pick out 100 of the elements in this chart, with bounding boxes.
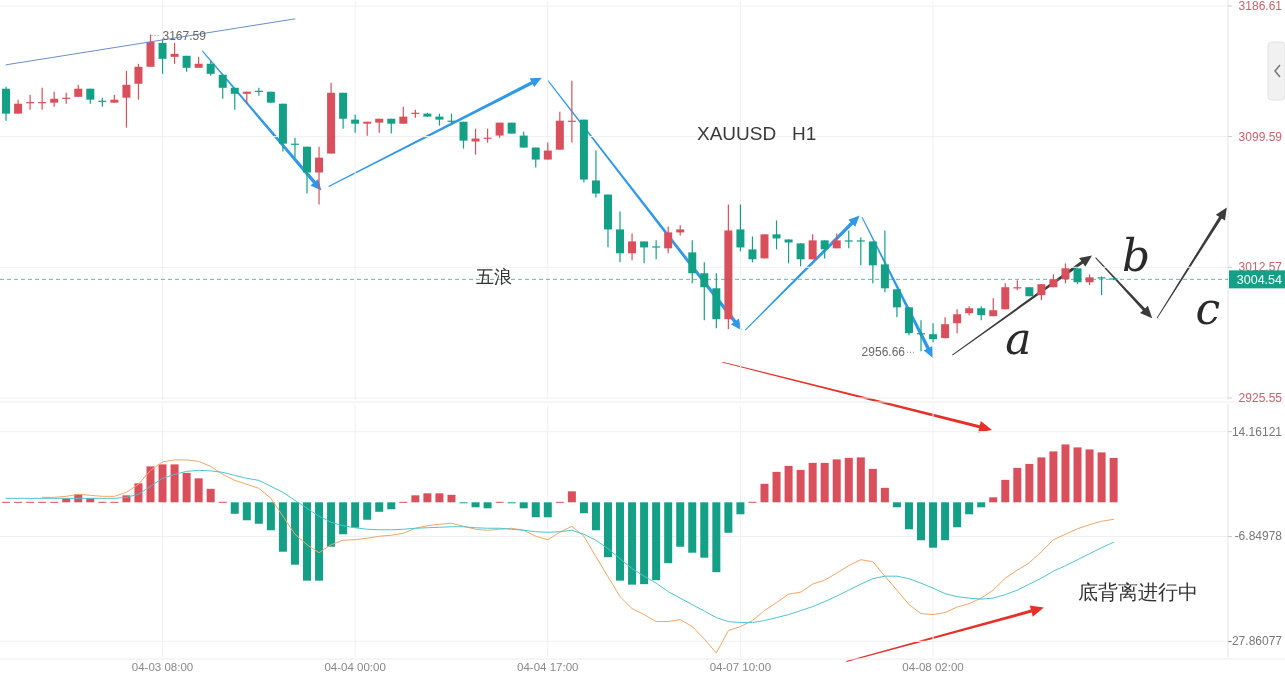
candlestick [784,238,793,264]
y-tick-label: 3099.59 [1238,129,1283,144]
bar [471,502,480,508]
x-tick-label: 04-07 10:00 [709,661,772,673]
bar [977,502,986,508]
bar [628,502,637,585]
bar [989,497,998,503]
candlestick [170,42,179,65]
bar [303,502,311,581]
bar [266,502,275,531]
bar [1025,463,1034,503]
bar [1049,451,1058,503]
x-tick-label: 04-04 17:00 [517,661,579,673]
bar [483,502,492,509]
bar [194,478,203,503]
candlestick [748,235,757,263]
ref-line-label: 3004.54 [1236,273,1283,288]
annotation: 2956.66 [861,345,906,360]
bar [844,457,853,503]
y-tick-label: 3186.61 [1238,0,1283,13]
bar [1061,444,1070,503]
candlestick [652,239,661,260]
annotation: 底背离进行中 [1077,580,1198,603]
bar [230,502,239,514]
candlestick [736,203,745,252]
annotation: a [1005,312,1032,364]
candlestick [218,74,227,100]
candlestick [640,240,649,264]
bar [242,502,251,521]
bar [953,502,962,528]
y-tick-label: 14.16121 [1231,424,1283,439]
candlestick [459,121,468,150]
bar [531,502,540,518]
annotation: b [1122,230,1151,282]
bar [664,502,673,564]
candlestick [134,63,143,101]
bar [290,502,299,565]
bar [760,483,769,503]
candlestick [158,38,167,75]
bar [700,502,709,558]
bar [579,502,588,514]
bar [327,502,336,547]
candlestick [772,219,781,250]
bar [447,494,456,503]
bar [1085,449,1094,503]
bar [1097,452,1106,503]
bar [567,491,576,503]
bar [904,502,913,530]
candlestick [471,128,480,156]
bar [616,502,625,581]
bar [712,502,721,573]
bar [640,502,649,585]
text: XAUUSD H1 [697,123,817,144]
candlestick [808,233,817,260]
bar [543,502,552,518]
bar [965,502,974,515]
candlestick [351,114,360,134]
candlestick [1061,262,1070,284]
bar [146,466,155,503]
annotation: c [1195,282,1221,334]
x-tick-label: 04-08 02:00 [902,661,964,673]
bar [772,471,781,503]
bar [724,502,733,533]
x-tick-label: 04-04 00:00 [324,661,386,673]
bar [929,502,938,548]
bar [603,502,612,558]
bar [1001,479,1010,503]
bar [423,493,432,503]
bar [917,502,925,541]
bar [832,459,841,503]
bar [808,462,817,503]
bar [387,502,396,510]
bar [182,472,191,503]
y-tick-label: -6.84978 [1234,529,1283,544]
bar [736,502,745,515]
candlestick [856,236,865,266]
candlestick [616,210,625,263]
candlestick [929,322,938,343]
candlestick [664,225,673,254]
bar [363,502,372,520]
bar [868,468,877,503]
candlestick [1001,282,1010,310]
bar [170,464,179,503]
bar [796,469,805,503]
candlestick [796,242,805,267]
bar [820,462,829,503]
bar [1037,457,1046,503]
bar [784,465,793,503]
bar [351,502,360,528]
bar [254,502,263,524]
bar [688,502,697,553]
bar [411,495,420,503]
bar [856,457,865,503]
x-tick-label: 04-03 08:00 [131,661,194,673]
bar [652,502,661,581]
y-tick-label: 2925.55 [1238,390,1283,405]
bar [435,493,444,503]
bar [1073,447,1082,503]
candlestick [315,146,324,206]
candlestick [820,239,829,259]
